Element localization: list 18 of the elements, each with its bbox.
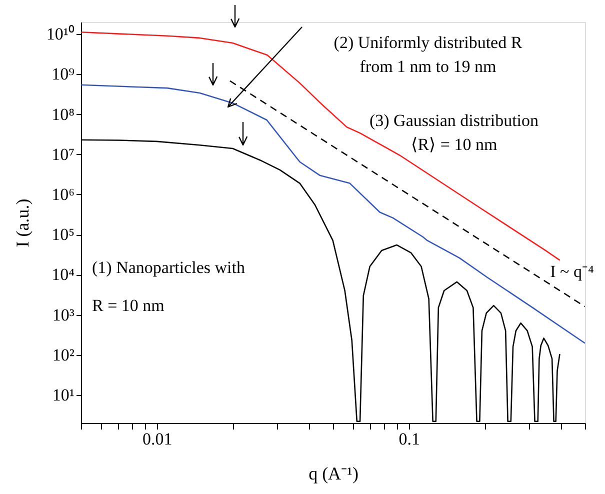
y-tick-label: 10⁸ <box>52 104 75 124</box>
x-axis-title: q (A⁻¹) <box>308 464 358 484</box>
annotation: (3) Gaussian distribution ⟨R⟩ = 10 nm <box>369 111 540 154</box>
y-tick-label: 10¹⁰ <box>46 24 74 44</box>
y-tick-label: 10⁶ <box>52 184 75 204</box>
x-tick-label: 0.01 <box>142 430 172 448</box>
annotation: (1) Nanoparticles with R = 10 nm <box>92 258 246 315</box>
y-tick-label: 10² <box>52 345 74 364</box>
y-tick-label: 10⁴ <box>52 265 75 284</box>
y-tick-label: 10⁹ <box>52 64 75 84</box>
y-tick-label: 10⁵ <box>52 225 75 244</box>
annotation: (2) Uniformly distributed R from 1 nm to 19 nm <box>334 33 523 76</box>
y-tick-label: 10⁷ <box>52 144 75 164</box>
y-tick-label: 10¹ <box>52 385 74 404</box>
y-tick-label: 10³ <box>52 305 74 324</box>
x-tick-label: 0.1 <box>398 430 420 448</box>
y-axis-title: I (a.u.) <box>12 198 32 248</box>
annotation: I ~ q⁻⁴ <box>550 262 594 281</box>
